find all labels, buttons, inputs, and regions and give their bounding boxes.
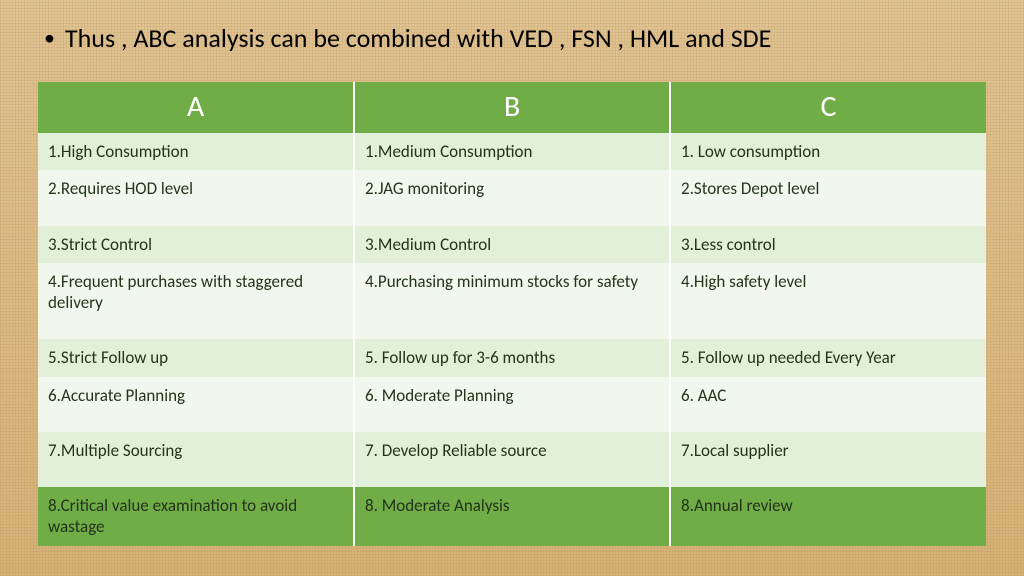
col-header-a: A [38,82,354,133]
table-cell: 1.High Consumption [38,133,354,170]
table-header-row: A B C [38,82,986,133]
abc-analysis-table: A B C 1.High Consumption1.Medium Consump… [38,82,986,546]
table-cell: 3.Strict Control [38,226,354,263]
bullet-dot-icon: • [44,22,55,54]
slide-bullet: • Thus , ABC analysis can be combined wi… [38,22,986,54]
table-cell: 5. Follow up for 3-6 months [354,339,670,376]
table-row: 6.Accurate Planning6. Moderate Planning6… [38,377,986,432]
table-cell: 8.Annual review [670,487,986,546]
table-cell: 5.Strict Follow up [38,339,354,376]
table-cell: 6. AAC [670,377,986,432]
table-row: 5.Strict Follow up5. Follow up for 3-6 m… [38,339,986,376]
table-cell: 7. Develop Reliable source [354,432,670,487]
table-cell: 4.Frequent purchases with staggered deli… [38,263,354,340]
table-cell: 6. Moderate Planning [354,377,670,432]
table-row: 7.Multiple Sourcing7. Develop Reliable s… [38,432,986,487]
table-body: 1.High Consumption1.Medium Consumption1.… [38,133,986,546]
table-cell: 1. Low consumption [670,133,986,170]
table-cell: 4.Purchasing minimum stocks for safety [354,263,670,340]
table-row: 1.High Consumption1.Medium Consumption1.… [38,133,986,170]
table-cell: 7.Multiple Sourcing [38,432,354,487]
col-header-c: C [670,82,986,133]
bullet-text: Thus , ABC analysis can be combined with… [65,22,771,54]
table-cell: 3.Less control [670,226,986,263]
table-cell: 6.Accurate Planning [38,377,354,432]
table-cell: 2.Stores Depot level [670,170,986,225]
table-row: 8.Critical value examination to avoid wa… [38,487,986,546]
table-cell: 8.Critical value examination to avoid wa… [38,487,354,546]
table-cell: 5. Follow up needed Every Year [670,339,986,376]
table-row: 2.Requires HOD level2.JAG monitoring2.St… [38,170,986,225]
table-cell: 7.Local supplier [670,432,986,487]
table-row: 4.Frequent purchases with staggered deli… [38,263,986,340]
col-header-b: B [354,82,670,133]
table-cell: 8. Moderate Analysis [354,487,670,546]
table-cell: 3.Medium Control [354,226,670,263]
table-cell: 1.Medium Consumption [354,133,670,170]
table-cell: 2.Requires HOD level [38,170,354,225]
table-cell: 2.JAG monitoring [354,170,670,225]
table-row: 3.Strict Control3.Medium Control3.Less c… [38,226,986,263]
table-cell: 4.High safety level [670,263,986,340]
